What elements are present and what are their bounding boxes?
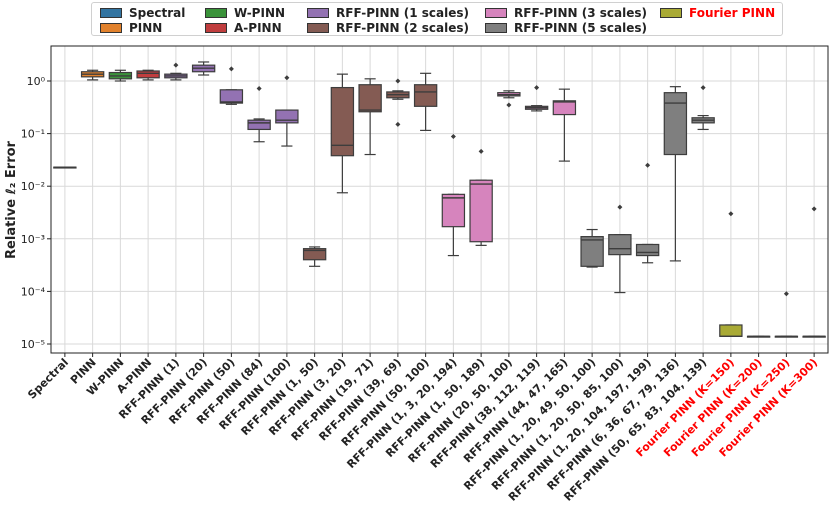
boxes	[53, 61, 826, 338]
legend: Spectral PINN W-PINN A-PINN RFF-PINN (1 …	[91, 2, 783, 36]
legend-label: RFF-PINN (1 scales)	[336, 6, 470, 20]
box	[719, 324, 743, 337]
box	[413, 84, 438, 107]
y-axis-label: Relative ℓ₂ Error	[4, 140, 19, 259]
box	[358, 84, 382, 113]
outlier-point	[395, 78, 401, 84]
outlier-point	[256, 86, 262, 92]
legend-item-w-pinn: W-PINN	[205, 6, 285, 20]
legend-item-rff-5: RFF-PINN (5 scales)	[485, 21, 647, 35]
outlier-point	[783, 291, 789, 297]
legend-swatch-spectral	[100, 8, 122, 18]
legend-item-rff-3: RFF-PINN (3 scales)	[485, 6, 647, 20]
legend-swatch-w-pinn	[205, 8, 227, 18]
legend-item-a-pinn: A-PINN	[205, 21, 282, 35]
box	[608, 234, 632, 256]
legend-item-rff-1: RFF-PINN (1 scales)	[307, 6, 469, 20]
y-axis-ticks: 10⁰ 10⁻¹ 10⁻² 10⁻³ 10⁻⁴ 10⁻⁵	[21, 75, 51, 351]
plot-frame	[50, 45, 829, 354]
legend-swatch-rff-3	[485, 8, 507, 18]
legend-swatch-rff-2	[307, 23, 329, 33]
outlier-point	[728, 211, 734, 217]
legend-label: RFF-PINN (3 scales)	[514, 6, 648, 20]
legend-item-spectral: Spectral	[100, 6, 185, 20]
box	[663, 92, 688, 156]
box	[275, 109, 299, 124]
legend-swatch-a-pinn	[205, 23, 227, 33]
outlier-point	[811, 206, 817, 212]
y-tick-label: 10⁰	[27, 75, 46, 88]
outlier-point	[506, 102, 512, 108]
legend-label: RFF-PINN (5 scales)	[514, 21, 648, 35]
legend-swatch-rff-1	[307, 8, 329, 18]
y-tick-label: 10⁻²	[21, 180, 45, 193]
box	[330, 86, 355, 157]
box	[552, 100, 577, 116]
outlier-point	[645, 162, 651, 168]
legend-swatch-fourier-pinn	[660, 8, 682, 18]
legend-label: W-PINN	[234, 6, 286, 20]
box	[441, 193, 466, 228]
outlier-point	[395, 121, 401, 127]
outlier-point	[284, 75, 290, 81]
outlier-point	[700, 85, 706, 91]
legend-swatch-pinn	[100, 23, 122, 33]
grid	[51, 46, 828, 353]
y-tick-label: 10⁻⁴	[21, 285, 46, 298]
legend-item-pinn: PINN	[100, 21, 162, 35]
legend-item-rff-2: RFF-PINN (2 scales)	[307, 21, 469, 35]
box	[302, 248, 327, 261]
outlier-point	[478, 148, 484, 154]
outlier-point	[617, 204, 623, 210]
x-tick-label: Spectral	[25, 356, 71, 402]
outlier-point	[228, 66, 234, 72]
y-tick-label: 10⁻³	[21, 233, 45, 246]
legend-item-fourier-pinn: Fourier PINN	[660, 6, 775, 20]
outlier-point	[173, 62, 179, 68]
outlier-point	[450, 134, 456, 140]
legend-label: RFF-PINN (2 scales)	[336, 21, 470, 35]
legend-swatch-rff-5	[485, 23, 507, 33]
box	[219, 89, 244, 104]
box	[247, 119, 271, 131]
y-tick-label: 10⁻⁵	[21, 338, 45, 351]
y-tick-label: 10⁻¹	[21, 128, 45, 141]
legend-label: A-PINN	[234, 21, 282, 35]
box	[635, 243, 660, 257]
legend-label: Spectral	[129, 6, 186, 20]
box	[580, 236, 604, 267]
box	[469, 179, 493, 243]
legend-label: PINN	[129, 21, 163, 35]
box	[136, 70, 160, 79]
outlier-point	[534, 85, 540, 91]
legend-label: Fourier PINN	[689, 6, 776, 20]
